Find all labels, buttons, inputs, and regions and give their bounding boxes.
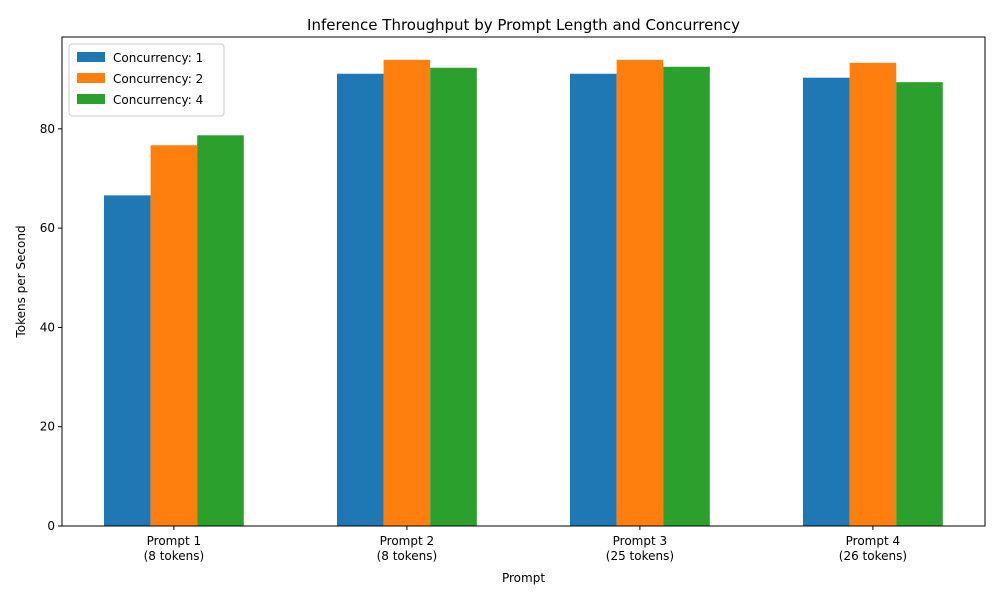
legend-swatch-1 xyxy=(77,52,105,62)
bar-prompt-1-series-3 xyxy=(197,135,244,527)
x-tick-label: Prompt 4 xyxy=(846,534,901,548)
bar-prompt-2-series-1 xyxy=(337,73,384,527)
x-axis-label: Prompt xyxy=(502,571,545,585)
bar-prompt-3-series-3 xyxy=(663,66,710,526)
bar-prompt-1-series-1 xyxy=(104,195,151,526)
plot-frame xyxy=(61,36,986,527)
y-tick-label: 40 xyxy=(40,320,55,334)
legend-box xyxy=(68,43,225,117)
bar-prompt-4-series-2 xyxy=(849,62,897,526)
bar-prompt-2-series-2 xyxy=(383,59,431,527)
y-tick-label: 20 xyxy=(40,420,55,434)
x-tick-label: Prompt 3 xyxy=(613,534,668,548)
y-axis-label: Tokens per Second xyxy=(14,225,28,338)
bar-prompt-2-series-3 xyxy=(430,67,477,526)
legend-label-2: Concurrency: 2 xyxy=(113,72,203,86)
x-tick-label: Prompt 2 xyxy=(380,534,435,548)
x-tick-label: Prompt 1 xyxy=(147,534,202,548)
y-tick-label: 0 xyxy=(47,519,55,533)
bar-prompt-1-series-2 xyxy=(150,145,198,527)
legend-label-1: Concurrency: 1 xyxy=(113,51,203,65)
bar-prompt-3-series-1 xyxy=(570,73,617,527)
legend: Concurrency: 1 Concurrency: 2 Concurrency:… xyxy=(68,43,225,117)
bar-prompt-4-series-3 xyxy=(896,82,943,527)
x-tick-label: (26 tokens) xyxy=(839,549,907,563)
bars-group xyxy=(104,59,943,527)
x-axis: Prompt 1(8 tokens)Prompt 2(8 tokens)Prom… xyxy=(144,526,907,563)
x-tick-label: (8 tokens) xyxy=(144,549,205,563)
x-tick-label: (8 tokens) xyxy=(377,549,438,563)
x-tick-label: (25 tokens) xyxy=(606,549,674,563)
bar-prompt-3-series-2 xyxy=(616,59,664,527)
chart-title: Inference Throughput by Prompt Length an… xyxy=(307,16,740,34)
bar-prompt-4-series-1 xyxy=(803,77,850,527)
y-tick-label: 80 xyxy=(40,122,55,136)
y-axis: 0 20 40 60 80 xyxy=(40,122,62,533)
legend-swatch-3 xyxy=(77,94,105,104)
legend-swatch-2 xyxy=(77,73,105,83)
legend-label-3: Concurrency: 4 xyxy=(113,93,203,107)
y-tick-label: 60 xyxy=(40,221,55,235)
